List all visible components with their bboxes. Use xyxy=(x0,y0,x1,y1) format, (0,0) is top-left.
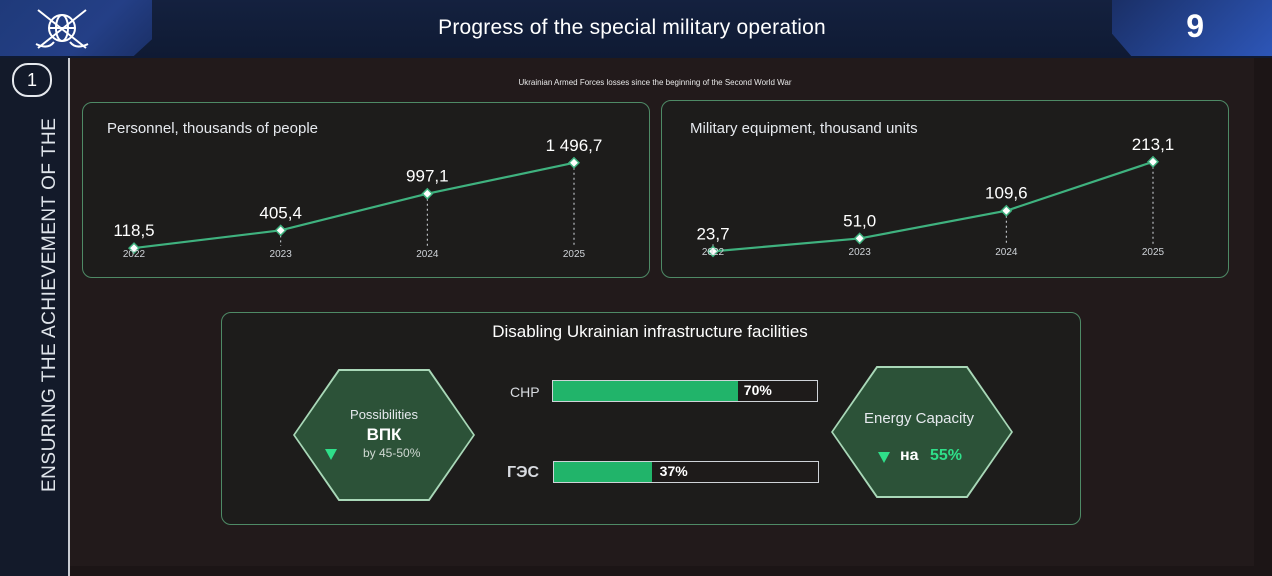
bar-label-hpp: ГЭС xyxy=(507,464,540,481)
bar-label-chp: CHP xyxy=(510,384,540,400)
tick-label-2023: 2023 xyxy=(270,249,293,260)
infrastructure-title: Disabling Ukrainian infrastructure facil… xyxy=(492,322,808,341)
emblem-box xyxy=(0,0,152,56)
defense-industry-value: ВПК xyxy=(366,425,402,444)
data-point-2024 xyxy=(421,187,434,200)
data-point-2025 xyxy=(567,156,581,169)
down-triangle-icon xyxy=(325,449,337,460)
data-point-2024 xyxy=(1000,204,1013,217)
tick-label-2024: 2024 xyxy=(995,247,1018,258)
energy-capacity-label: Energy Capacity xyxy=(863,410,975,427)
data-label-2025: 1 496,7 xyxy=(546,136,603,155)
down-triangle-icon xyxy=(878,452,890,463)
data-label-2022: 118,5 xyxy=(113,221,154,240)
series-line xyxy=(133,161,575,250)
page-number: 9 xyxy=(1186,8,1204,44)
data-label-2022: 23,7 xyxy=(696,224,729,243)
bar-track-hpp: 37% xyxy=(553,461,819,483)
data-label-2024: 997,1 xyxy=(406,167,449,186)
tick-label-2022: 2022 xyxy=(123,249,146,260)
personnel-chart-title: Personnel, thousands of people xyxy=(107,120,318,137)
data-point-2022 xyxy=(706,245,720,258)
tick-label-2025: 2025 xyxy=(563,249,586,260)
energy-capacity-change-value: 55% xyxy=(930,447,963,464)
data-point-2023 xyxy=(853,232,866,245)
personnel-panel xyxy=(82,102,650,278)
bar-track-chp: 70% xyxy=(552,380,818,402)
tick-label-2025: 2025 xyxy=(1142,247,1165,258)
tick-label-2024: 2024 xyxy=(416,249,439,260)
bar-fill-hpp xyxy=(554,462,652,482)
bar-fill-chp xyxy=(553,381,738,401)
defense-industry-hexagon xyxy=(293,369,475,501)
header-bar xyxy=(0,0,1272,58)
page-title: Progress of the special military operati… xyxy=(438,16,826,39)
equipment-chart: 23,7 2022 51,0 2023 109,6 2024 213,1 2025 xyxy=(696,135,1175,258)
equipment-chart-title: Military equipment, thousand units xyxy=(690,120,918,137)
hexagon-fill xyxy=(833,368,1011,496)
bar-value-chp: 70% xyxy=(743,382,772,398)
section-number-badge: 1 xyxy=(12,63,52,97)
data-label-2023: 51,0 xyxy=(843,211,876,230)
personnel-chart: 118,5 2022 405,4 2023 997,1 2024 1 496,7 2025 xyxy=(113,136,603,260)
tick-label-2023: 2023 xyxy=(849,247,872,258)
data-label-2025: 213,1 xyxy=(1132,135,1175,154)
page-number-box: 9 xyxy=(1112,0,1272,56)
data-point-2023 xyxy=(274,224,287,237)
defense-industry-label: Possibilities xyxy=(350,407,418,422)
data-point-2022 xyxy=(127,242,141,255)
energy-capacity-change-prefix: на xyxy=(900,447,919,464)
tick-label-2022: 2022 xyxy=(702,247,725,258)
emblem-icon xyxy=(35,9,89,49)
series-line xyxy=(712,160,1154,253)
data-label-2024: 109,6 xyxy=(985,184,1028,203)
bar-value-hpp: 37% xyxy=(659,463,688,479)
data-point-2025 xyxy=(1146,155,1160,168)
defense-industry-change: by 45-50% xyxy=(363,446,421,460)
slide-subtitle: Ukrainian Armed Forces losses since the … xyxy=(518,78,792,87)
data-label-2023: 405,4 xyxy=(259,203,302,222)
sidebar xyxy=(0,58,70,576)
sidebar-heading-line1: ENSURING THE ACHIEVEMENT OF THE xyxy=(39,117,60,492)
